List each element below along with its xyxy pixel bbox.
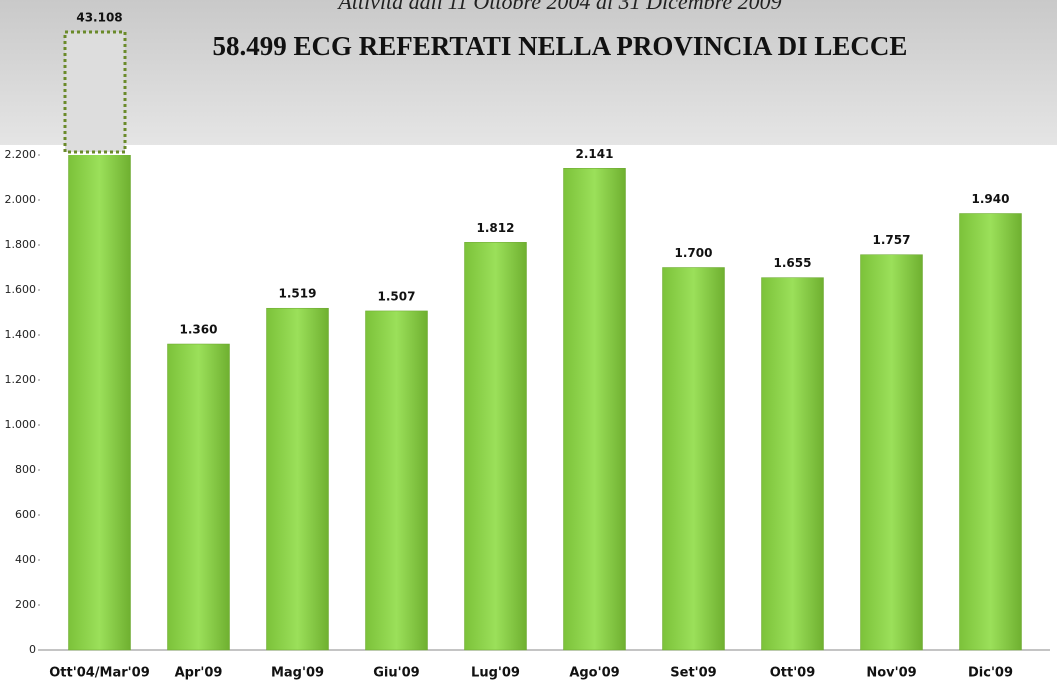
bar [464, 242, 527, 651]
value-label: 1.812 [477, 221, 515, 235]
y-tick-label: 800 [15, 463, 36, 476]
bar [68, 155, 131, 651]
bar [761, 277, 824, 651]
y-tick-label: 1.200 [5, 373, 37, 386]
value-label: 1.700 [675, 246, 713, 260]
x-tick-label: Apr'09 [175, 666, 223, 681]
x-tick-label: Nov'09 [866, 666, 916, 681]
bar [959, 213, 1022, 651]
y-tick-label: 400 [15, 553, 36, 566]
bar [563, 168, 626, 651]
value-label: 1.655 [774, 256, 812, 270]
x-tick-label: Ott'09 [770, 666, 816, 681]
bar [167, 343, 230, 651]
y-tick-label: 1.800 [5, 238, 37, 251]
y-tick-label: 600 [15, 508, 36, 521]
x-tick-label: Lug'09 [471, 666, 520, 681]
bar [266, 307, 329, 651]
y-tick-label: 0 [29, 643, 36, 656]
bar [860, 254, 923, 651]
subtitle: Attività dall'11 Ottobre 2004 al 31 Dice… [336, 0, 781, 14]
y-tick-label: 1.000 [5, 418, 37, 431]
value-label: 1.519 [279, 287, 317, 301]
y-tick-label: 2.000 [5, 193, 37, 206]
value-label: 1.507 [378, 289, 416, 303]
value-label: 1.360 [180, 323, 218, 337]
value-label: 2.141 [576, 147, 614, 161]
value-label: 1.757 [873, 233, 911, 247]
x-tick-label: Giu'09 [373, 666, 419, 681]
x-tick-label: Ago'09 [569, 666, 619, 681]
bar [662, 267, 725, 651]
bar [365, 310, 428, 651]
y-tick-label: 1.600 [5, 283, 37, 296]
y-tick-label: 1.400 [5, 328, 37, 341]
axis-break-box [63, 30, 127, 154]
value-label: 43.108 [76, 11, 122, 25]
x-tick-label: Dic'09 [968, 666, 1013, 681]
value-label: 1.940 [972, 192, 1010, 206]
y-tick-label: 2.200 [5, 148, 37, 161]
x-tick-label: Ott'04/Mar'09 [49, 666, 150, 681]
x-tick-label: Mag'09 [271, 666, 324, 681]
x-tick-label: Set'09 [670, 666, 716, 681]
chart-title: 58.499 ECG REFERTATI NELLA PROVINCIA DI … [213, 31, 908, 61]
y-tick-label: 200 [15, 598, 36, 611]
